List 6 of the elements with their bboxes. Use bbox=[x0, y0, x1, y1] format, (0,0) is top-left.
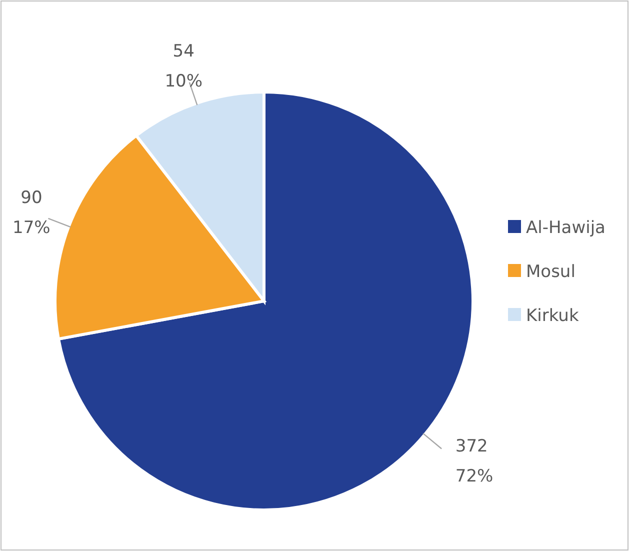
data-label: 372 72% bbox=[455, 436, 494, 486]
legend-label: Al-Hawija bbox=[526, 218, 606, 238]
data-label: 90 17% bbox=[12, 188, 50, 238]
data-label: 54 10% bbox=[164, 41, 202, 92]
legend-label: Mosul bbox=[526, 262, 576, 282]
legend-label: Kirkuk bbox=[526, 306, 579, 326]
